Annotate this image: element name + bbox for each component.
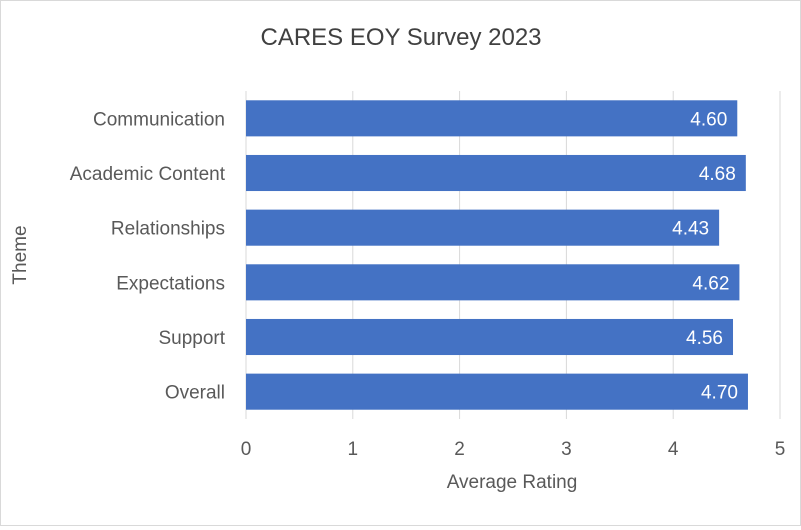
x-tick-label: 2 xyxy=(454,439,465,460)
category-label: Academic Content xyxy=(70,164,226,185)
bar xyxy=(246,100,738,137)
bar xyxy=(246,373,748,410)
x-tick-label: 4 xyxy=(668,439,679,460)
x-tick-label: 0 xyxy=(241,439,252,460)
bar xyxy=(246,209,720,246)
bar-value-label: 4.56 xyxy=(686,328,723,349)
bar-labels: 4.60 4.68 4.43 4.62 4.56 4.70 xyxy=(672,109,738,403)
category-label: Overall xyxy=(165,383,225,404)
bar-value-label: 4.43 xyxy=(672,219,709,240)
x-tick-label: 3 xyxy=(561,439,572,460)
bar xyxy=(246,154,746,192)
y-axis-label: Theme xyxy=(10,225,31,284)
bar-value-label: 4.68 xyxy=(699,164,736,185)
x-tick-label: 1 xyxy=(348,439,359,460)
category-label: Expectations xyxy=(116,273,225,294)
bar xyxy=(246,264,740,301)
x-axis-label: Average Rating xyxy=(447,472,578,493)
bar-value-label: 4.62 xyxy=(692,273,729,294)
category-label: Relationships xyxy=(111,219,225,240)
bar-value-label: 4.70 xyxy=(701,383,738,404)
category-label: Communication xyxy=(93,109,225,130)
chart-title: CARES EOY Survey 2023 xyxy=(260,24,541,51)
bar-value-label: 4.60 xyxy=(690,109,727,130)
bar xyxy=(246,318,734,356)
category-label: Support xyxy=(158,328,225,349)
bars xyxy=(246,100,748,410)
x-tick-label: 5 xyxy=(775,439,786,460)
x-tick-labels: 0 1 2 3 4 5 xyxy=(241,439,786,460)
category-labels: Communication Academic Content Relationshi… xyxy=(70,109,226,403)
gridlines xyxy=(245,91,781,419)
